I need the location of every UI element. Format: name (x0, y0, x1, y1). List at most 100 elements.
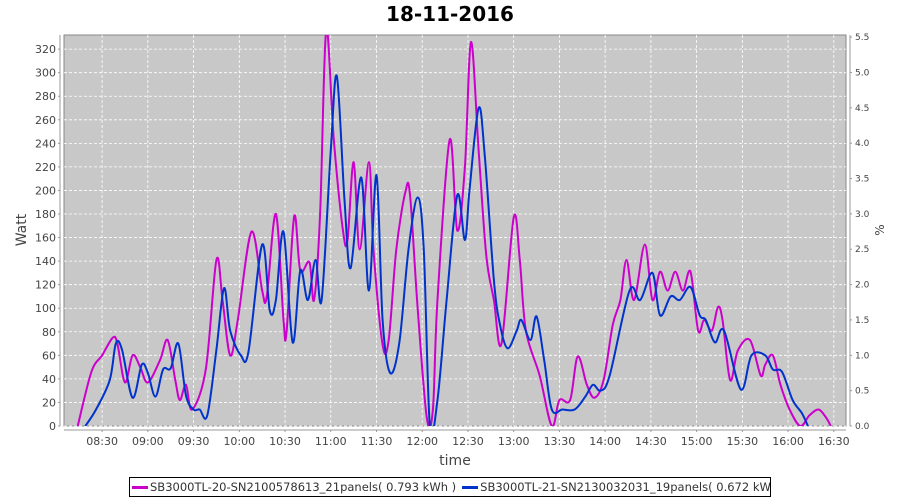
data-point-series-2 (492, 279, 495, 281)
data-point-series-2 (223, 287, 225, 290)
x-tick-label: 11:00 (315, 435, 347, 448)
data-point-series-1 (215, 259, 218, 261)
y2-tick-label: 5.0 (855, 68, 870, 78)
data-point-series-1 (313, 299, 315, 301)
y-tick-label: 160 (35, 232, 56, 245)
data-point-series-1 (204, 368, 207, 371)
legend-item-series-1: SB3000TL-20-SN2100578613_21panels( 0.793… (132, 480, 456, 494)
x-tick-label: 08:30 (86, 435, 118, 448)
data-point-series-1 (569, 399, 571, 401)
data-point-series-1 (681, 289, 684, 292)
data-point-series-1 (166, 339, 169, 341)
data-point-series-2 (140, 363, 143, 366)
data-point-series-2 (483, 154, 486, 157)
data-point-series-2 (349, 267, 352, 270)
data-point-series-2 (206, 414, 209, 417)
data-point-series-1 (395, 248, 398, 251)
data-point-series-1 (500, 342, 503, 345)
data-point-series-1 (550, 425, 553, 426)
data-point-series-2 (723, 329, 725, 332)
data-point-series-2 (445, 299, 448, 301)
data-point-series-1 (585, 383, 588, 386)
data-point-series-2 (628, 289, 631, 292)
data-point-series-2 (678, 299, 681, 301)
data-point-series-2 (750, 354, 753, 357)
y-tick-label: 240 (35, 137, 56, 150)
data-point-series-2 (704, 319, 707, 321)
data-point-series-1 (111, 336, 114, 339)
x-tick-label: 14:30 (635, 435, 667, 448)
data-point-series-2 (781, 370, 783, 373)
data-point-series-2 (456, 194, 459, 197)
data-point-series-1 (593, 396, 596, 399)
y-tick-label: 80 (42, 326, 56, 339)
data-point-series-1 (436, 299, 439, 301)
data-point-series-1 (146, 381, 149, 384)
data-point-series-2 (154, 395, 157, 398)
data-point-series-1 (611, 323, 614, 326)
data-point-series-1 (759, 374, 762, 377)
data-point-series-1 (651, 299, 654, 301)
data-point-series-1 (274, 213, 277, 215)
y-tick-label: 60 (42, 349, 56, 362)
x-tick-label: 14:00 (589, 435, 621, 448)
data-point-series-2 (689, 286, 692, 288)
data-point-series-2 (573, 408, 576, 411)
data-point-series-2 (506, 347, 509, 350)
x-tick-label: 13:30 (544, 435, 576, 448)
data-point-series-2 (192, 408, 195, 411)
data-point-series-2 (520, 319, 523, 321)
data-point-series-2 (407, 248, 410, 251)
data-point-series-2 (121, 348, 123, 351)
data-point-series-1 (602, 379, 605, 381)
data-point-series-2 (771, 368, 774, 371)
data-point-series-2 (335, 75, 338, 78)
y-axis-label: Watt (14, 213, 30, 246)
data-point-series-1 (512, 216, 515, 219)
data-point-series-2 (561, 408, 564, 411)
x-tick-label: 15:30 (726, 435, 758, 448)
data-point-series-1 (456, 229, 459, 232)
data-point-series-2 (800, 412, 803, 414)
data-point-series-1 (282, 319, 285, 321)
data-point-series-2 (806, 425, 809, 426)
data-point-series-2 (499, 323, 501, 326)
y2-tick-label: 0.0 (855, 422, 870, 432)
data-point-series-2 (791, 399, 794, 401)
data-point-series-2 (329, 149, 332, 152)
y2-tick-label: 4.0 (855, 139, 870, 149)
data-point-series-2 (608, 374, 611, 377)
data-point-series-1 (448, 138, 451, 141)
data-point-series-2 (169, 367, 172, 370)
data-point-series-1 (666, 289, 669, 292)
data-point-series-1 (518, 259, 521, 261)
data-point-series-1 (178, 399, 181, 401)
data-point-series-2 (639, 299, 642, 301)
data-point-series-2 (177, 342, 180, 345)
data-point-series-1 (625, 259, 628, 261)
y2-tick-label: 4.5 (855, 104, 869, 114)
data-point-series-2 (247, 350, 250, 353)
data-point-series-1 (431, 408, 434, 411)
data-point-series-1 (464, 166, 466, 168)
data-point-series-1 (477, 149, 480, 152)
data-point-series-1 (250, 230, 253, 233)
data-point-series-2 (268, 309, 271, 312)
data-point-series-2 (764, 354, 767, 357)
data-point-series-2 (314, 259, 317, 261)
legend-swatch-series-1 (132, 485, 148, 489)
y2-tick-label: 3.0 (855, 210, 870, 220)
data-point-series-1 (387, 339, 390, 341)
legend: SB3000TL-20-SN2100578613_21panels( 0.793… (129, 477, 771, 497)
data-point-series-2 (422, 248, 425, 251)
data-point-series-2 (477, 107, 480, 109)
x-tick-label: 12:30 (452, 435, 484, 448)
data-point-series-1 (90, 370, 93, 373)
plot-area (63, 34, 847, 427)
y-tick-label: 320 (35, 43, 56, 56)
y-tick-label: 140 (35, 255, 56, 268)
y2-axis-label: % (873, 224, 887, 235)
data-point-series-2 (398, 341, 401, 344)
data-point-series-1 (825, 416, 828, 419)
data-point-series-2 (185, 394, 187, 397)
